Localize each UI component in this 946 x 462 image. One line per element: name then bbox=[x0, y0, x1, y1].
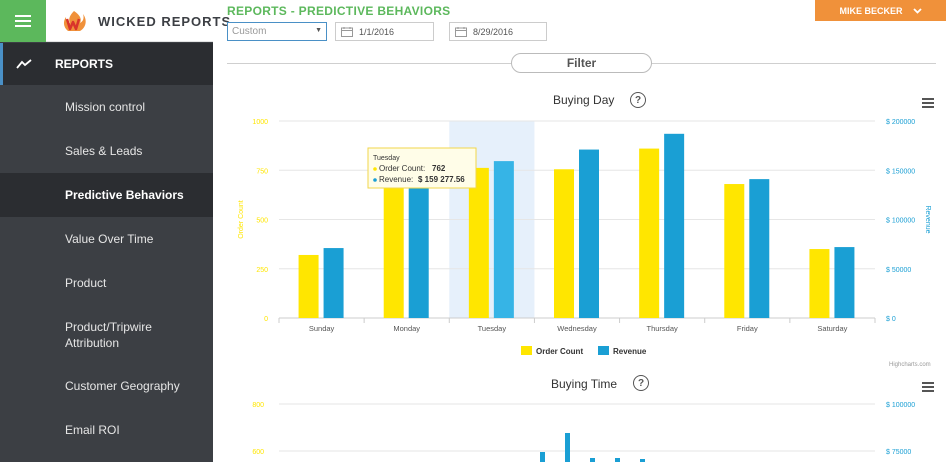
sidebar-item-product-tripwire[interactable]: Product/Tripwire Attribution bbox=[0, 305, 213, 364]
chart-menu-icon[interactable] bbox=[922, 98, 934, 108]
x-tick-label: Tuesday bbox=[478, 324, 507, 333]
flame-w-logo-icon bbox=[63, 11, 86, 31]
tooltip-order-label: Order Count: bbox=[379, 164, 425, 173]
tooltip-title: Tuesday bbox=[373, 155, 400, 162]
bar-order-count bbox=[809, 249, 830, 318]
sidebar-item-email-roi[interactable]: Email ROI bbox=[65, 423, 120, 437]
bar-revenue bbox=[408, 149, 429, 318]
sidebar-item-predictive-behaviors[interactable]: Predictive Behaviors bbox=[0, 173, 213, 217]
bar-revenue bbox=[565, 433, 570, 462]
bar-revenue bbox=[323, 248, 344, 318]
bar-order-count bbox=[468, 167, 489, 318]
start-date-field[interactable]: 1/1/2016 bbox=[335, 22, 434, 41]
y2-tick-label: $ 200000 bbox=[886, 119, 915, 126]
y2-tick-label: $ 50000 bbox=[886, 267, 911, 274]
calendar-icon bbox=[341, 26, 353, 37]
user-menu-button[interactable]: MIKE BECKER bbox=[815, 0, 946, 21]
help-icon[interactable]: ? bbox=[633, 375, 649, 391]
sidebar-item-sales-leads[interactable]: Sales & Leads bbox=[65, 144, 143, 158]
sidebar-nav-list: Mission control Sales & Leads Predictive… bbox=[0, 85, 213, 452]
bar-order-count bbox=[298, 254, 319, 318]
date-range-select[interactable]: Custom ▼ bbox=[227, 22, 327, 41]
bar-revenue bbox=[493, 161, 514, 318]
chart-menu-icon[interactable] bbox=[922, 382, 934, 392]
x-tick-label: Sunday bbox=[309, 324, 335, 333]
bar-order-count bbox=[639, 148, 660, 318]
bar-revenue bbox=[749, 179, 770, 318]
bar-revenue bbox=[579, 149, 599, 318]
bar-revenue bbox=[664, 133, 685, 318]
chart-title: Buying Time bbox=[551, 377, 618, 391]
bar-revenue bbox=[615, 458, 620, 462]
brand-name: WICKED REPORTS bbox=[98, 13, 232, 29]
y2-tick-label: $ 100000 bbox=[886, 218, 915, 225]
x-tick-label: Monday bbox=[393, 324, 420, 333]
legend-swatch-revenue bbox=[598, 346, 609, 355]
y2-tick-label: $ 0 bbox=[886, 316, 896, 323]
chevron-down-icon: ▼ bbox=[315, 27, 322, 34]
sidebar-item-product[interactable]: Product bbox=[65, 276, 107, 290]
bar-order-count bbox=[724, 184, 745, 318]
hover-band bbox=[449, 121, 535, 318]
chart-credit[interactable]: Highcharts.com bbox=[889, 362, 931, 368]
sidebar-item-label: Product/Tripwire Attribution bbox=[65, 319, 152, 350]
y-axis-title: Order Count bbox=[238, 200, 245, 239]
hamburger-menu-icon[interactable] bbox=[0, 0, 46, 42]
trend-line-icon bbox=[9, 59, 39, 69]
x-tick-label: Wednesday bbox=[557, 324, 597, 333]
bar-order-count bbox=[554, 169, 574, 318]
y-tick-label: 600 bbox=[252, 449, 264, 456]
y2-tick-label: $ 100000 bbox=[886, 402, 915, 409]
sidebar-item-value-over-time[interactable]: Value Over Time bbox=[65, 232, 154, 246]
legend-swatch-order bbox=[521, 346, 532, 355]
bar-revenue bbox=[540, 452, 545, 462]
help-icon[interactable]: ? bbox=[630, 92, 646, 108]
y-tick-label: 0 bbox=[264, 316, 268, 323]
y-tick-label: 800 bbox=[252, 402, 264, 409]
y2-axis-title: Revenue bbox=[924, 205, 931, 233]
sidebar-item-mission-control[interactable]: Mission control bbox=[65, 100, 146, 114]
logo-bar: WICKED REPORTS bbox=[0, 0, 230, 42]
page-title: REPORTS - PREDICTIVE BEHAVIORS bbox=[227, 4, 451, 18]
tooltip-order-dot bbox=[373, 167, 377, 171]
y-tick-label: 1000 bbox=[252, 119, 268, 126]
chart-title: Buying Day bbox=[553, 93, 615, 107]
y-tick-label: 500 bbox=[256, 218, 268, 225]
start-date-value: 1/1/2016 bbox=[359, 26, 395, 37]
x-tick-label: Friday bbox=[737, 324, 758, 333]
x-tick-label: Saturday bbox=[817, 324, 847, 333]
y2-tick-label: $ 150000 bbox=[886, 168, 915, 175]
tooltip-box bbox=[367, 147, 477, 189]
user-name: MIKE BECKER bbox=[839, 5, 903, 16]
brand-logo[interactable]: WICKED REPORTS bbox=[60, 9, 231, 33]
legend-label-revenue: Revenue bbox=[613, 347, 647, 356]
tooltip-order-value: 762 bbox=[432, 164, 446, 173]
nav-section-label: REPORTS bbox=[55, 57, 114, 71]
end-date-value: 8/29/2016 bbox=[473, 26, 514, 37]
nav-section-reports[interactable]: REPORTS bbox=[0, 43, 213, 85]
legend-label-order: Order Count bbox=[536, 347, 583, 356]
tooltip-revenue-label: Revenue: bbox=[379, 175, 413, 184]
x-tick-label: Thursday bbox=[647, 324, 679, 333]
y2-tick-label: $ 75000 bbox=[886, 449, 911, 456]
calendar-icon bbox=[455, 26, 467, 37]
y-tick-label: 250 bbox=[256, 267, 268, 274]
sidebar-item-customer-geography[interactable]: Customer Geography bbox=[65, 379, 180, 393]
tooltip-revenue-value: $ 159 277.56 bbox=[418, 175, 465, 184]
end-date-field[interactable]: 8/29/2016 bbox=[449, 22, 547, 41]
filter-button[interactable]: Filter bbox=[511, 53, 652, 73]
y-tick-label: 750 bbox=[256, 168, 268, 175]
date-range-value: Custom bbox=[232, 26, 267, 37]
chevron-down-icon bbox=[912, 7, 922, 14]
bar-revenue bbox=[590, 458, 595, 462]
sidebar: WICKED REPORTS REPORTS Mission control S… bbox=[0, 0, 230, 462]
tooltip-revenue-dot bbox=[373, 178, 377, 182]
bar-order-count bbox=[383, 166, 404, 318]
bar-revenue bbox=[834, 247, 855, 318]
